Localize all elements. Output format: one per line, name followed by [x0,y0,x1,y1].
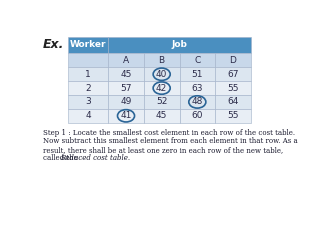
Text: 51: 51 [192,70,203,79]
Bar [144,54,180,67]
Bar [180,95,215,109]
Bar [180,67,215,81]
Text: D: D [229,56,236,65]
Bar [215,67,251,81]
Bar [215,109,251,123]
Text: 2: 2 [85,84,91,93]
Bar [215,81,251,95]
Bar [180,81,215,95]
Text: Worker: Worker [70,41,106,49]
Text: 60: 60 [192,111,203,120]
Text: 1: 1 [85,70,91,79]
Bar [144,67,180,81]
Bar [68,67,108,81]
Text: Reduced cost table.: Reduced cost table. [60,154,130,162]
Bar [144,109,180,123]
Bar [180,109,215,123]
Text: result, there shall be at least one zero in each row of the new table,: result, there shall be at least one zero… [43,146,283,154]
Text: B: B [159,56,165,65]
Text: 64: 64 [227,97,239,107]
Text: 55: 55 [227,111,239,120]
Bar [215,54,251,67]
Text: 41: 41 [120,111,132,120]
Bar [68,36,108,54]
Bar [144,81,180,95]
Bar [68,109,108,123]
Bar [108,81,144,95]
Text: Ex.: Ex. [43,38,64,51]
Text: 40: 40 [156,70,167,79]
Bar [215,95,251,109]
Bar [108,95,144,109]
Text: 45: 45 [156,111,167,120]
Text: 42: 42 [156,84,167,93]
Text: A: A [123,56,129,65]
Text: 3: 3 [85,97,91,107]
Text: 55: 55 [227,84,239,93]
Text: 48: 48 [192,97,203,107]
Text: 57: 57 [120,84,132,93]
Text: 63: 63 [192,84,203,93]
Bar [68,54,108,67]
Bar [68,81,108,95]
Text: C: C [194,56,200,65]
Text: 45: 45 [120,70,132,79]
Text: 49: 49 [120,97,132,107]
Text: 52: 52 [156,97,167,107]
Text: called the: called the [43,154,80,162]
Text: Job: Job [172,41,188,49]
Bar [108,67,144,81]
Bar [108,36,251,54]
Bar [108,54,144,67]
Bar [180,54,215,67]
Text: Now subtract this smallest element from each element in that row. As a: Now subtract this smallest element from … [43,137,298,145]
Text: Step 1 : Locate the smallest cost element in each row of the cost table.: Step 1 : Locate the smallest cost elemen… [43,129,295,137]
Text: 4: 4 [85,111,91,120]
Bar [68,95,108,109]
Text: 67: 67 [227,70,239,79]
Bar [144,95,180,109]
Bar [108,109,144,123]
